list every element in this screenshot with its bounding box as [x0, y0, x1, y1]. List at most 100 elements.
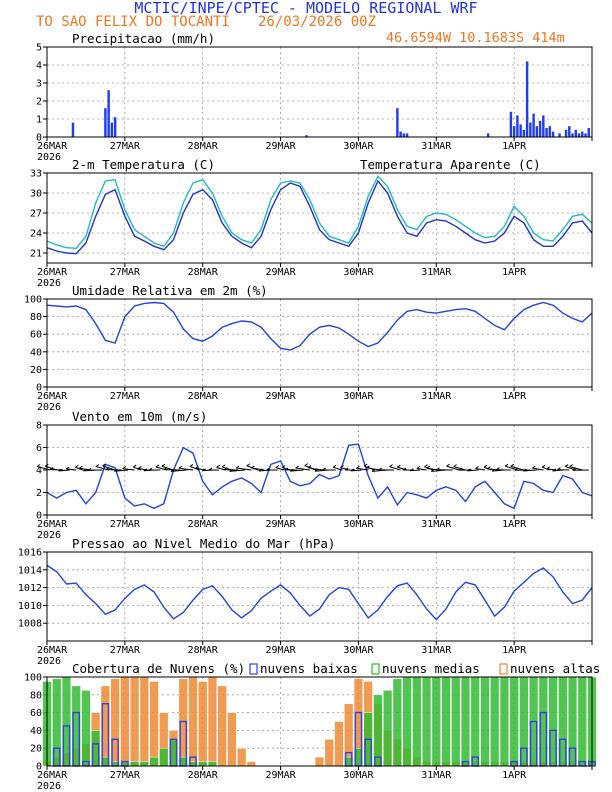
rh-panel: 0 20 40 60 80 100 26MAR 27MAR 28MAR 29MAR 30MAR 31M… [24, 283, 593, 413]
wind-arrow [487, 468, 498, 471]
precip-bar [564, 129, 568, 137]
rh-ytick-label: 0 [36, 383, 42, 394]
wind-arrow-head [221, 464, 226, 468]
rh-xtick-label: 30MAR [343, 391, 374, 402]
rh-ytick-label: 60 [30, 330, 42, 341]
wind-arrow-head [36, 464, 41, 467]
wind-arrow [523, 469, 537, 472]
cloud-bar-nuvens-medias [441, 676, 451, 767]
wind-xtick-label: 27MAR [110, 519, 141, 530]
wind-arrow [275, 467, 284, 471]
wind-arrow-head [122, 466, 127, 470]
wind-arrow-head [189, 463, 194, 467]
wind-arrow-head [475, 466, 479, 469]
wind-arrow-head [504, 463, 509, 467]
cloud-bar-nuvens-medias [412, 676, 422, 767]
rh-xtick-label: 29MAR [266, 391, 297, 402]
wind-arrow [79, 467, 90, 471]
precip-bar [71, 122, 75, 137]
wind-panel: 0 2 4 6 8 26MAR 27MAR 28MAR 29MAR 30MAR 31MAR 1APR 2… [36, 409, 593, 541]
wind-xtick-label: 26MAR [37, 519, 68, 530]
wind-arrow-head [266, 467, 270, 471]
wind-arrow-head [163, 467, 168, 471]
wind-arrow [356, 467, 369, 471]
wind-ytick-label: 0 [36, 511, 42, 522]
cloud-bar-nuvens-medias [470, 676, 480, 767]
pressure-xtick-label: 1APR [502, 645, 527, 656]
precip-xtick-label: 27MAR [110, 141, 141, 152]
wind-arrow-head [569, 464, 573, 468]
wind-ytick-label: 2 [36, 488, 42, 499]
cloud-bar-nuvens-altas [149, 681, 159, 767]
clouds-xtick-label: 30MAR [343, 770, 374, 781]
wind-arrow-head [409, 468, 414, 472]
rh-line-Umidade-Relativa [46, 301, 593, 351]
wind-arrow-head [281, 465, 286, 468]
cloud-bar-nuvens-medias [431, 676, 441, 767]
temp-year-label: 2026 [37, 278, 61, 289]
wind-arrow-head [356, 465, 360, 469]
header-run: 26/03/2026 00Z [258, 14, 376, 30]
wind-arrow-head [295, 465, 299, 469]
legend-label-nuvens-altas: nuvens altas [510, 661, 600, 676]
legend-swatch-nuvens-altas [499, 663, 508, 675]
clouds-ytick-label: 60 [30, 708, 42, 719]
wind-arrow [410, 469, 421, 472]
clouds-frame [46, 676, 593, 767]
precip-ytick-label: 0 [36, 133, 42, 144]
wind-arrow [66, 468, 77, 471]
wind-arrow-head [350, 468, 355, 472]
wind-arrow-head [552, 468, 556, 472]
wind-arrow-head [307, 465, 312, 469]
wind-arrow-head [246, 463, 250, 467]
pressure-frame [46, 551, 593, 642]
pressure-ytick-label: 1016 [18, 548, 42, 559]
precip-bar [558, 133, 561, 137]
wind-arrow-head [229, 468, 233, 472]
pressure-ytick-label: 1010 [18, 601, 42, 612]
clouds-xtick-label: 27MAR [110, 770, 141, 781]
pressure-xtick-label: 26MAR [37, 645, 68, 656]
wind-arrow-head [510, 463, 515, 467]
wind-arrow [114, 469, 129, 472]
wind-arrow-head [541, 464, 546, 468]
wind-title: Vento em 10m (m/s) [72, 409, 207, 424]
temp-ytick-label: 27 [30, 209, 42, 220]
wind-xtick-label: 29MAR [266, 519, 297, 530]
precip-ytick-label: 2 [36, 97, 42, 108]
temp-ytick-label: 24 [30, 229, 42, 240]
temp-ytick-label: 33 [30, 169, 42, 180]
wind-arrow-head [446, 463, 450, 467]
clouds-ytick-label: 80 [30, 690, 42, 701]
precip-ytick-label: 5 [36, 43, 42, 54]
wind-arrow [295, 467, 310, 471]
precip-panel: 0 1 2 3 4 5 26MAR 27MAR 28MAR 29MAR 30MAR 31MAR 1APR… [36, 31, 593, 163]
wind-arrow-head [65, 466, 70, 470]
wind-arrow [290, 469, 304, 472]
wind-arrow-head [378, 467, 383, 471]
wind-arrow-head [322, 467, 326, 471]
wind-arrow-head [289, 468, 294, 472]
wind-arrow [467, 469, 479, 472]
precip-bar [548, 126, 552, 137]
wind-arrow-head [251, 465, 255, 469]
clouds-xtick-label: 31MAR [421, 770, 452, 781]
precip-bar [532, 113, 535, 137]
wind-arrow [569, 466, 583, 471]
cloud-bar-nuvens-medias [198, 761, 208, 767]
wind-arrow-head [105, 467, 110, 471]
temp-xtick-label: 1APR [502, 267, 527, 278]
wind-arrow-head [95, 464, 100, 467]
temp-panel: 21 24 27 30 33 26MAR 27MAR 28MAR 29MAR 30MAR 31MAR… [30, 157, 593, 289]
wind-arrow-head [483, 464, 488, 468]
wind-xtick-label: 30MAR [343, 519, 374, 530]
pressure-ytick-label: 1012 [18, 583, 42, 594]
wind-ytick-label: 6 [36, 443, 42, 454]
cloud-bar-nuvens-medias [81, 690, 91, 767]
wind-xtick-label: 1APR [502, 519, 527, 530]
cloud-bar-nuvens-medias [373, 694, 383, 767]
cloud-bar-nuvens-altas [324, 739, 334, 767]
header-coords: 46.6594W 10.1683S 414m [386, 30, 565, 46]
legend-swatch-nuvens-medias [371, 663, 380, 675]
